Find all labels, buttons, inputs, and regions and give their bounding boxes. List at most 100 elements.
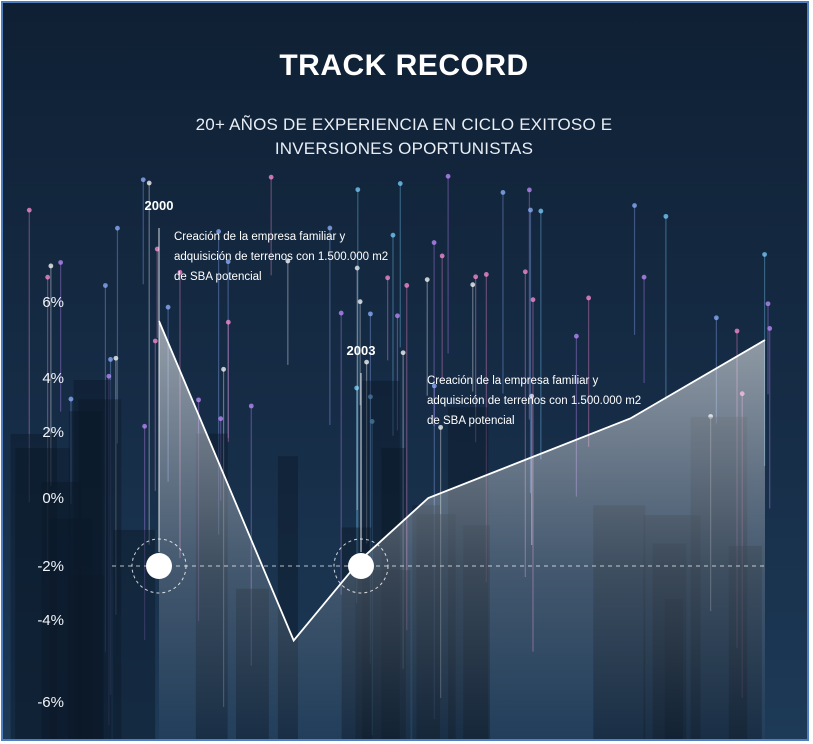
building: [73, 380, 112, 740]
light-dot: [45, 274, 51, 280]
light-dot: [483, 272, 489, 277]
annotation-text: Creación de la empresa familiar y: [174, 231, 346, 243]
light-dot: [390, 232, 396, 238]
light-dot: [439, 253, 445, 259]
light-dot: [397, 181, 403, 186]
light-dot: [355, 187, 361, 193]
building: [15, 448, 70, 740]
light-dot: [632, 203, 637, 208]
marker-ring: [333, 538, 389, 594]
y-tick-label: -6%: [37, 694, 64, 711]
annotation-year: 2003: [347, 343, 376, 358]
light-dot: [734, 328, 740, 334]
light-dot: [108, 357, 113, 362]
light-dot: [354, 385, 360, 391]
building: [49, 518, 93, 740]
light-dot: [285, 258, 291, 264]
light-dot: [106, 373, 112, 379]
light-dot: [431, 240, 437, 245]
light-dot: [500, 190, 506, 195]
light-dot: [165, 304, 171, 310]
light-dot: [218, 416, 224, 422]
y-axis: 6% 4% 2% 0% -2% -4% -6%: [37, 294, 64, 711]
light-dot: [368, 311, 373, 317]
subtitle-line-1: 20+ AÑOS DE EXPERIENCIA EN CICLO EXITOSO…: [196, 115, 613, 134]
annotation-text: de SBA potencial: [427, 415, 515, 427]
light-dot: [431, 383, 437, 389]
marker-dot: [146, 553, 172, 579]
light-dot: [368, 394, 373, 400]
light-dot: [586, 295, 592, 301]
page-title: TRACK RECORD: [279, 49, 528, 82]
subtitle-line-2: INVERSIONES OPORTUNISTAS: [275, 139, 533, 158]
building: [68, 575, 104, 740]
light-dot: [663, 213, 669, 219]
light-dot: [529, 393, 535, 399]
annotation-text: Creación de la empresa familiar y: [427, 375, 599, 387]
light-dot: [221, 366, 226, 372]
light-dot: [58, 260, 64, 265]
annotation-text: de SBA potencial: [174, 271, 262, 283]
annotations: 2000 Creación de la empresa familiar y adq…: [131, 198, 641, 594]
light-dot: [196, 397, 201, 403]
light-dot: [48, 263, 54, 269]
y-tick-label: 2%: [42, 424, 64, 441]
y-tick-label: 6%: [42, 294, 64, 311]
light-dot: [369, 419, 375, 424]
annotation-text: adquisición de terrenos con 1.500.000 m2: [427, 395, 641, 407]
annotation-year: 2000: [145, 198, 174, 213]
light-dot: [327, 225, 333, 231]
light-dot: [522, 269, 528, 275]
light-dot: [713, 315, 719, 321]
y-tick-label: 0%: [42, 490, 64, 507]
light-dot: [767, 325, 773, 331]
light-dot: [146, 180, 152, 186]
y-tick-label: -4%: [37, 612, 64, 629]
building: [78, 399, 122, 740]
light-dot: [473, 274, 479, 280]
y-tick-label: -2%: [37, 558, 64, 575]
light-dot: [424, 277, 430, 283]
light-dot: [354, 265, 360, 271]
light-dot: [103, 283, 108, 288]
building: [10, 433, 57, 740]
light-dot: [526, 187, 532, 193]
light-dot: [762, 252, 767, 257]
light-dot: [445, 173, 451, 179]
light-dot: [404, 283, 410, 288]
light-dot: [115, 225, 120, 231]
light-dot: [765, 301, 771, 307]
light-dot: [142, 423, 148, 429]
light-dot: [528, 207, 533, 213]
light-dot: [140, 177, 146, 183]
light-dot: [538, 208, 544, 214]
light-dot: [400, 350, 406, 356]
light-dot: [248, 403, 254, 409]
light-dot: [113, 355, 119, 361]
light-dot: [216, 229, 222, 234]
light-dot: [385, 275, 391, 281]
series-line: [158, 320, 766, 643]
light-dot: [641, 274, 647, 280]
light-dot: [26, 207, 32, 213]
light-dot: [268, 174, 274, 180]
light-dot: [177, 269, 183, 275]
light-dot: [438, 424, 444, 430]
light-dot: [154, 246, 160, 252]
marker-dot: [348, 553, 374, 579]
marker-ring: [131, 538, 187, 594]
building: [41, 481, 82, 740]
light-dot: [338, 310, 344, 316]
annotation-text: adquisición de terrenos con 1.500.000 m2: [174, 251, 388, 263]
light-dot: [225, 319, 231, 325]
light-dot: [68, 396, 74, 402]
light-dot: [395, 313, 400, 319]
light-dot: [225, 259, 231, 265]
light-dot: [573, 333, 579, 339]
light-dot: [152, 338, 158, 344]
light-dot: [470, 282, 476, 288]
y-tick-label: 4%: [42, 370, 64, 387]
light-dot: [530, 297, 536, 303]
